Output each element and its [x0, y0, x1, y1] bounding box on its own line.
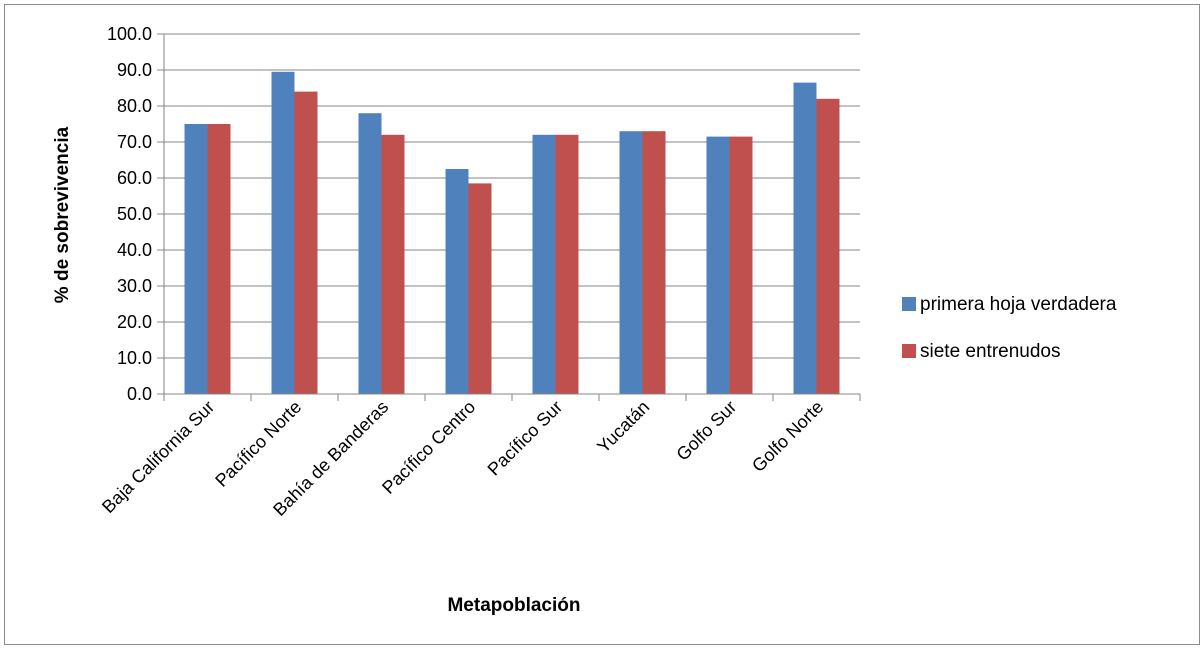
- bar-siete-entrenudos: [729, 136, 753, 394]
- bar-siete-entrenudos: [642, 131, 666, 394]
- legend-label: primera hoja verdadera: [920, 294, 1117, 315]
- bar-siete-entrenudos: [294, 91, 318, 394]
- x-tick-label: Pacífico Sur: [484, 397, 567, 480]
- y-tick-label: 70.0: [117, 132, 152, 152]
- y-tick-label: 100.0: [107, 24, 152, 44]
- legend-label: siete entrenudos: [920, 341, 1061, 362]
- y-tick-label: 50.0: [117, 204, 152, 224]
- y-tick-label: 10.0: [117, 348, 152, 368]
- y-tick-label: 30.0: [117, 276, 152, 296]
- x-axis-title: Metapoblación: [447, 595, 580, 616]
- bar-primera-hoja-verdadera: [532, 134, 556, 395]
- bar-siete-entrenudos: [207, 124, 231, 394]
- x-tick-label: Pacífico Norte: [211, 397, 305, 491]
- bar-primera-hoja-verdadera: [445, 169, 469, 394]
- y-tick-label: 40.0: [117, 240, 152, 260]
- bar-primera-hoja-verdadera: [619, 131, 643, 394]
- x-tick-label: Golfo Norte: [748, 397, 827, 476]
- bar-primera-hoja-verdadera: [271, 71, 295, 395]
- bar-siete-entrenudos: [816, 98, 840, 395]
- bar-siete-entrenudos: [468, 183, 492, 394]
- y-tick-label: 60.0: [117, 168, 152, 188]
- x-tick-label: Golfo Sur: [672, 397, 740, 465]
- bar-primera-hoja-verdadera: [358, 113, 382, 394]
- axes: [157, 33, 861, 401]
- y-axis-title: % de sobrevivencia: [52, 126, 73, 303]
- bar-siete-entrenudos: [555, 134, 579, 395]
- y-tick-label: 80.0: [117, 96, 152, 116]
- bar-siete-entrenudos: [381, 134, 405, 395]
- gridlines: [164, 33, 860, 359]
- x-tick-label: Baja California Sur: [98, 397, 218, 517]
- x-tick-label: Yucatán: [593, 397, 653, 457]
- bars: [184, 71, 840, 395]
- x-tick-label: Pacífico Centro: [378, 397, 479, 498]
- legend-swatch: [902, 344, 916, 358]
- legend-swatch: [902, 297, 916, 311]
- bar-primera-hoja-verdadera: [793, 82, 817, 394]
- y-tick-label: 20.0: [117, 312, 152, 332]
- y-tick-labels: 0.0 10.0 20.0 30.0 40.0 50.0 60.0 70.0 80.0 90.0 1…: [107, 24, 152, 404]
- bar-primera-hoja-verdadera: [184, 124, 208, 394]
- legend: primera hoja verdadera siete entrenudos: [902, 294, 1117, 362]
- y-tick-label: 90.0: [117, 60, 152, 80]
- y-tick-label: 0.0: [127, 384, 152, 404]
- bar-primera-hoja-verdadera: [706, 136, 730, 394]
